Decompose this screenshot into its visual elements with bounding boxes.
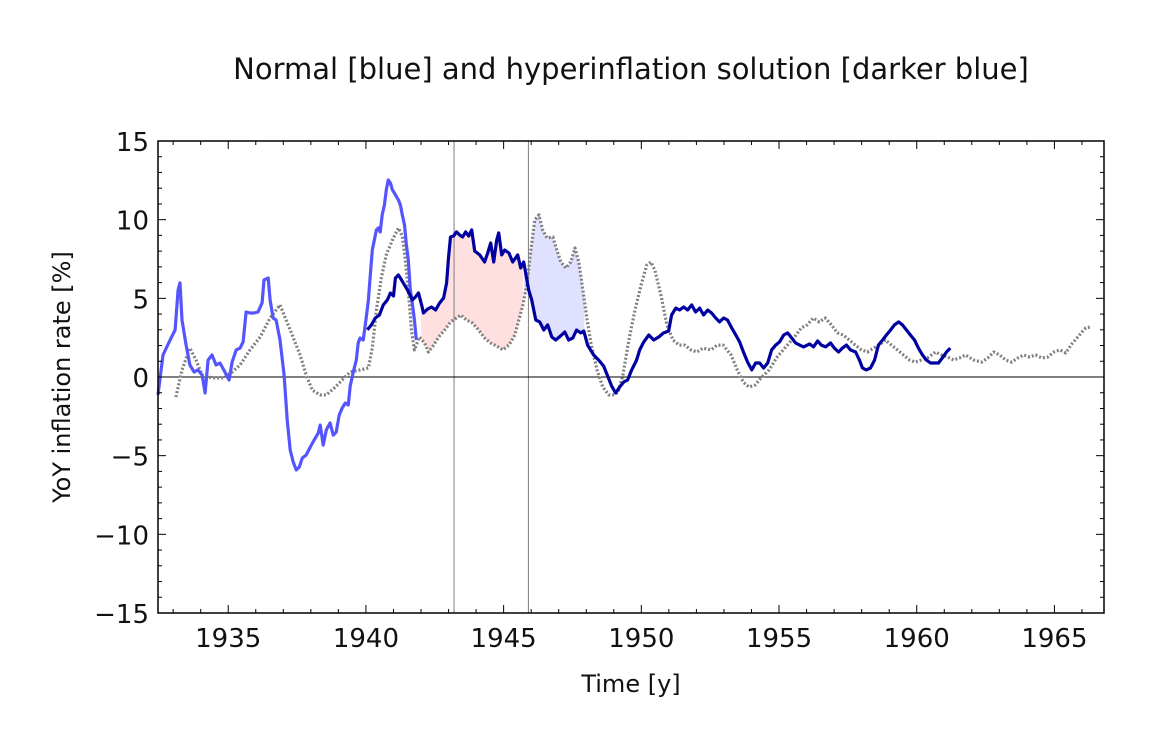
x-tick-label: 1960 bbox=[884, 624, 950, 654]
y-tick-label: −15 bbox=[94, 600, 149, 630]
x-tick-label: 1940 bbox=[333, 624, 399, 654]
y-tick-label: −5 bbox=[111, 443, 149, 473]
y-tick-label: 10 bbox=[116, 207, 149, 237]
x-tick-label: 1965 bbox=[1021, 624, 1087, 654]
y-tick-label: −10 bbox=[94, 521, 149, 551]
x-tick-label: 1955 bbox=[746, 624, 812, 654]
shaded-area bbox=[421, 231, 523, 351]
y-tick-label: 0 bbox=[132, 364, 149, 394]
y-axis-label: YoY inflation rate [%] bbox=[48, 251, 76, 504]
series-line-1 bbox=[366, 228, 952, 395]
shaded-area bbox=[523, 214, 585, 340]
series-line-2 bbox=[174, 213, 1091, 398]
y-tick-label: 5 bbox=[132, 285, 149, 315]
x-tick-label: 1950 bbox=[608, 624, 674, 654]
series-line-0 bbox=[156, 178, 418, 472]
chart-title: Normal [blue] and hyperinflation solutio… bbox=[233, 52, 1029, 86]
shaded-difference-areas bbox=[421, 214, 585, 351]
axis-ticks bbox=[158, 140, 1104, 614]
y-axis-tick-labels: −15 −10 −5 0 5 10 15 bbox=[94, 128, 149, 630]
x-axis-label: Time [y] bbox=[580, 670, 680, 698]
x-tick-label: 1935 bbox=[195, 624, 261, 654]
x-axis-tick-labels: 1935 1940 1945 1950 1955 1960 1965 bbox=[195, 624, 1087, 654]
data-series bbox=[156, 178, 1091, 472]
y-tick-label: 15 bbox=[116, 128, 149, 158]
x-tick-label: 1945 bbox=[471, 624, 537, 654]
